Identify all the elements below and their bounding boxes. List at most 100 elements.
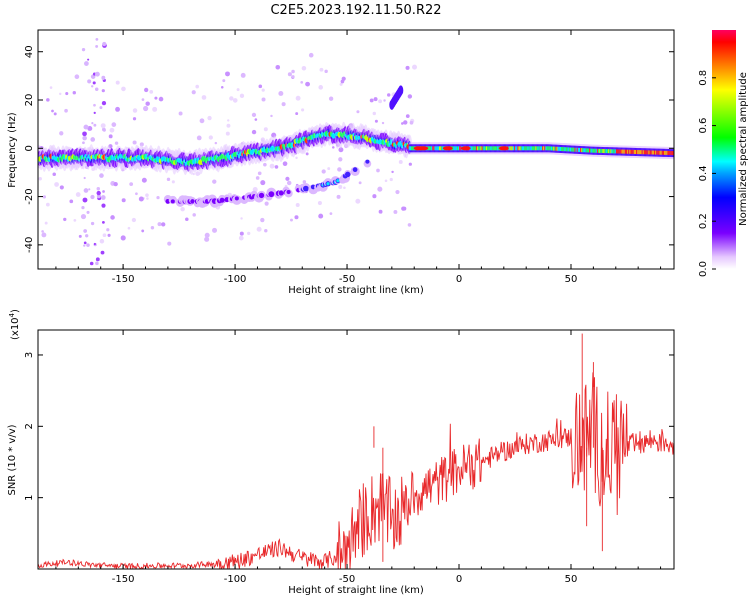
spectral-speckle bbox=[252, 186, 258, 193]
spectral-speckle bbox=[372, 194, 377, 199]
spectral-peak bbox=[543, 146, 546, 151]
spectral-peak bbox=[668, 150, 671, 155]
spectral-speckle bbox=[378, 209, 383, 214]
spectral-speckle bbox=[46, 98, 50, 102]
spectral-peak bbox=[606, 149, 610, 154]
spectral-peak bbox=[453, 146, 456, 151]
spectral-peak bbox=[486, 146, 489, 151]
spectral-streak bbox=[86, 210, 90, 214]
spectral-speckle bbox=[69, 199, 74, 204]
branch-mark bbox=[278, 190, 284, 196]
branch-mark bbox=[286, 190, 291, 195]
spectral-speckle bbox=[239, 231, 244, 236]
spectral-peak bbox=[629, 149, 632, 154]
spectral-peak bbox=[584, 148, 587, 153]
x-tick-label: -100 bbox=[224, 574, 247, 585]
spectral-speckle bbox=[196, 135, 202, 141]
spectral-peak bbox=[617, 149, 620, 154]
spectral-peak bbox=[480, 146, 483, 151]
spectral-speckle bbox=[286, 180, 292, 186]
spectral-speckle bbox=[108, 134, 113, 139]
spectral-peak bbox=[585, 148, 588, 153]
spectral-peak bbox=[432, 146, 435, 151]
spectral-speckle bbox=[251, 129, 257, 135]
spectral-peak bbox=[655, 150, 658, 155]
spectral-speckle bbox=[239, 93, 245, 99]
spectral-hotspot bbox=[442, 146, 453, 151]
spectral-speckle bbox=[254, 118, 258, 121]
spectral-peak bbox=[633, 149, 637, 154]
x-tick-label: -50 bbox=[339, 574, 355, 585]
spectral-peak bbox=[665, 150, 668, 155]
spectral-peak bbox=[583, 148, 586, 153]
spectral-peak bbox=[601, 148, 604, 153]
spectral-peak bbox=[587, 148, 591, 153]
spectral-peak bbox=[595, 148, 598, 153]
spectral-peak bbox=[472, 146, 475, 151]
spectral-speckle bbox=[158, 96, 164, 102]
spectral-speckle bbox=[358, 181, 362, 185]
spectral-streak bbox=[102, 128, 106, 132]
spectral-peak bbox=[667, 150, 670, 155]
spectral-speckle bbox=[336, 194, 341, 199]
spectral-peak bbox=[599, 148, 602, 153]
spectral-speckle bbox=[270, 114, 273, 118]
spectral-speckle bbox=[261, 97, 266, 102]
spectral-speckle bbox=[220, 86, 224, 89]
spectral-speckle bbox=[398, 159, 403, 164]
spectral-peak bbox=[578, 147, 582, 152]
spectral-peak bbox=[600, 148, 603, 153]
spectral-peak bbox=[604, 149, 607, 154]
spectral-speckle bbox=[131, 217, 137, 223]
spectrogram-panel: -150 -100 -50 0 50 -40 -20 0 20 40 Height of stra… bbox=[7, 29, 749, 296]
spectral-speckle bbox=[269, 163, 275, 169]
spectral-speckle bbox=[59, 92, 62, 96]
spectral-speckle bbox=[53, 112, 57, 116]
spectral-speckle bbox=[180, 206, 185, 212]
spectral-streak bbox=[81, 206, 85, 210]
spectral-peak bbox=[581, 148, 584, 153]
spectral-peak bbox=[544, 146, 547, 151]
spectral-streak bbox=[93, 242, 96, 246]
spectral-peak bbox=[548, 146, 551, 151]
spectral-peak bbox=[613, 149, 616, 154]
spectral-peak bbox=[534, 146, 537, 151]
spectral-speckle bbox=[369, 98, 374, 103]
spectral-speckle bbox=[207, 115, 212, 121]
spectral-streak bbox=[86, 243, 90, 247]
spectral-peak bbox=[643, 150, 647, 155]
spectral-speckle bbox=[129, 182, 134, 187]
spectral-peak bbox=[484, 146, 488, 151]
spectral-speckle bbox=[171, 180, 175, 184]
spectral-streak bbox=[96, 190, 101, 196]
spectral-streak bbox=[82, 131, 87, 137]
spectral-peak bbox=[648, 150, 651, 155]
spectral-peak bbox=[410, 146, 414, 151]
spectral-speckle bbox=[308, 52, 314, 58]
spectral-hotspot bbox=[460, 146, 471, 151]
spectral-speckle bbox=[401, 122, 404, 125]
branch-mark bbox=[190, 199, 195, 204]
spectral-speckle bbox=[381, 121, 385, 125]
snr-ylabel: SNR (10 * v/v) bbox=[7, 424, 18, 495]
spectral-streak bbox=[83, 244, 86, 247]
spectral-speckle bbox=[74, 74, 80, 80]
spectral-peak bbox=[533, 146, 536, 151]
spectral-peak bbox=[456, 146, 460, 151]
spectral-streak bbox=[83, 188, 89, 193]
spectral-peak bbox=[573, 147, 576, 152]
branch-mark bbox=[398, 85, 404, 96]
y-tick-label: -40 bbox=[24, 237, 35, 253]
spectral-speckle bbox=[255, 176, 260, 180]
spectral-streak bbox=[93, 123, 97, 127]
spectral-peak bbox=[611, 149, 614, 154]
spectral-streak bbox=[91, 121, 94, 125]
spectral-speckle bbox=[226, 123, 231, 128]
spectral-peak bbox=[569, 147, 573, 152]
spectral-peak bbox=[452, 146, 455, 151]
spectral-speckle bbox=[405, 114, 410, 119]
y-tick-label: 20 bbox=[24, 94, 35, 107]
spectral-speckle bbox=[373, 97, 378, 102]
spectral-streak bbox=[100, 250, 105, 255]
spectral-streak bbox=[84, 61, 89, 66]
